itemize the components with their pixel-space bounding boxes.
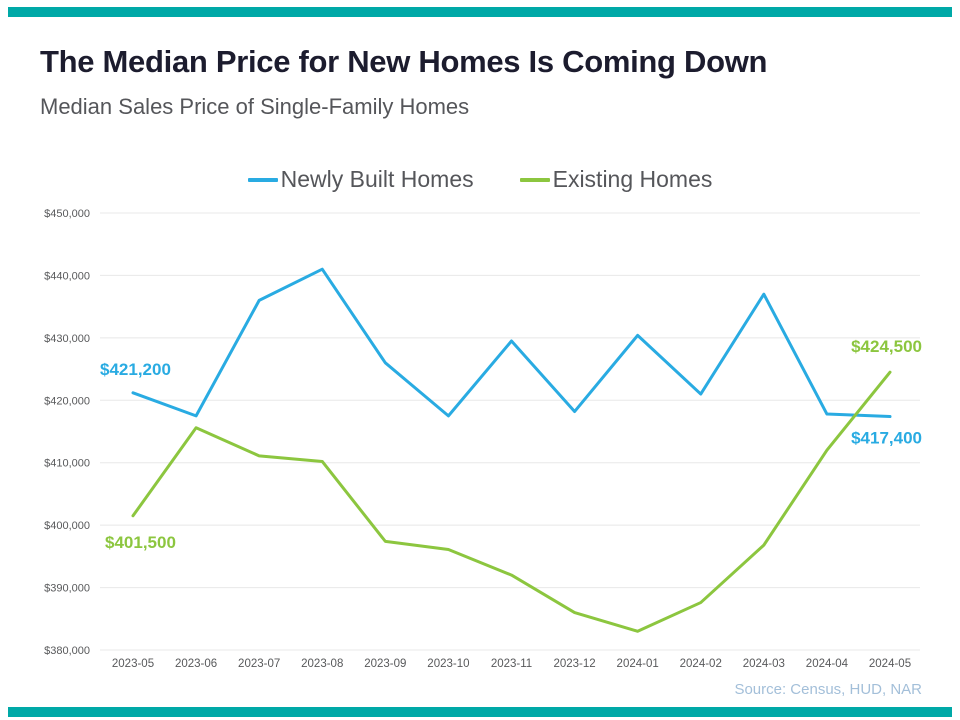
chart-svg: $380,000 $390,000 $400,000 $410,000 $420,000… xyxy=(44,208,922,670)
x-axis-tick-label: 2023-11 xyxy=(491,658,532,670)
data-label: $424,500 xyxy=(851,337,922,356)
x-axis-tick-label: 2023-10 xyxy=(427,658,469,670)
y-axis-tick-label: $380,000 xyxy=(44,645,90,657)
x-axis-tick-label: 2024-04 xyxy=(806,658,849,670)
legend-label-newly-built-homes: Newly Built Homes xyxy=(280,166,474,192)
page-title: The Median Price for New Homes Is Coming… xyxy=(40,44,768,79)
series-line-existing-homes xyxy=(131,370,892,633)
y-axis-tick-label: $440,000 xyxy=(44,270,90,282)
series-line-newly-built-homes xyxy=(131,267,892,419)
data-label: $401,500 xyxy=(105,533,176,552)
source-attribution: Source: Census, HUD, NAR xyxy=(734,681,922,698)
x-axis-tick-label: 2024-02 xyxy=(680,658,722,670)
y-axis-tick-label: $390,000 xyxy=(44,583,90,595)
legend-label-existing-homes: Existing Homes xyxy=(552,166,713,192)
bottom-accent-bar xyxy=(8,707,952,717)
y-axis-tick-label: $430,000 xyxy=(44,333,90,345)
line-chart: $380,000 $390,000 $400,000 $410,000 $420,000… xyxy=(0,205,960,675)
top-accent-bar xyxy=(8,7,952,17)
data-label: $421,200 xyxy=(100,360,171,379)
x-axis-tick-label: 2023-09 xyxy=(364,658,406,670)
y-axis-tick-label: $450,000 xyxy=(44,208,90,220)
legend-line-swatch-green xyxy=(519,177,550,182)
y-axis-tick-label: $410,000 xyxy=(44,458,90,470)
legend-item-newly-built-homes: Newly Built Homes xyxy=(247,166,474,193)
chart-legend: Newly Built Homes Existing Homes xyxy=(0,166,960,193)
data-label: $417,400 xyxy=(851,429,922,448)
x-axis-tick-label: 2024-05 xyxy=(869,658,911,670)
x-axis-tick-label: 2023-06 xyxy=(175,658,217,670)
x-axis-tick-label: 2023-12 xyxy=(553,658,595,670)
page-subtitle: Median Sales Price of Single-Family Home… xyxy=(40,94,470,119)
legend-item-existing-homes: Existing Homes xyxy=(519,166,713,193)
x-axis-tick-label: 2023-05 xyxy=(112,658,154,670)
x-axis-tick-label: 2024-01 xyxy=(617,658,659,670)
x-axis-tick-label: 2023-07 xyxy=(238,658,280,670)
x-axis-tick-label: 2023-08 xyxy=(301,658,343,670)
x-axis-tick-label: 2024-03 xyxy=(743,658,785,670)
y-axis-tick-label: $400,000 xyxy=(44,520,90,532)
legend-line-swatch-blue xyxy=(247,177,278,182)
y-axis-tick-label: $420,000 xyxy=(44,395,90,407)
